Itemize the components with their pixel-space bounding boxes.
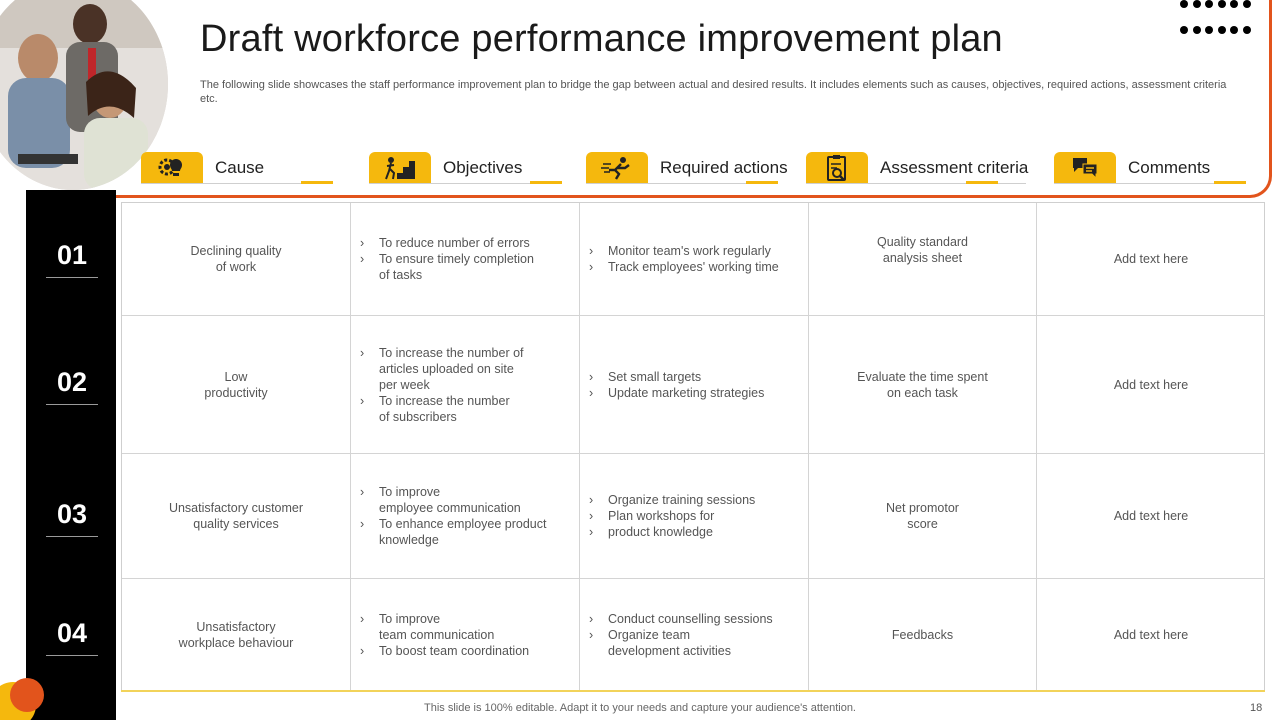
page-number: 18: [1250, 702, 1263, 714]
running-person-icon: [586, 152, 648, 184]
list-item: To improve team communication: [360, 611, 529, 643]
list-item: Organize team development activities: [589, 627, 773, 659]
row-number-02: 02: [46, 367, 98, 405]
slide-footer: This slide is 100% editable. Adapt it to…: [424, 702, 856, 714]
table-cell-assessment: Net promotor score: [809, 454, 1037, 579]
table-cell-assessment: Evaluate the time spent on each task: [809, 316, 1037, 454]
row-number-band: [26, 190, 116, 720]
list-item: To reduce number of errors: [360, 235, 534, 251]
table-cell-objectives: To increase the number of articles uploa…: [351, 316, 580, 454]
table-cell-actions: Organize training sessions Plan workshop…: [580, 454, 809, 579]
goal-steps-icon: [369, 152, 431, 184]
team-photo-illustration: [0, 0, 168, 190]
column-label-assessment-criteria: Assessment criteria: [880, 158, 1029, 177]
table-cell-actions: Conduct counselling sessions Organize te…: [580, 579, 809, 691]
clipboard-search-icon: [806, 152, 868, 184]
row-number-01: 01: [46, 240, 98, 278]
list-item: Plan workshops for: [589, 508, 755, 524]
table-cell-comments: Add text here: [1037, 316, 1265, 454]
table-cell-cause: Declining quality of work: [122, 203, 351, 316]
list-item: product knowledge: [589, 524, 755, 540]
list-item: Monitor team's work regularly: [589, 243, 779, 259]
orange-frame: [100, 0, 1272, 198]
column-label-cause: Cause: [215, 158, 265, 177]
column-label-required-actions: Required actions: [660, 158, 788, 177]
table-cell-assessment: Quality standard analysis sheet: [809, 203, 1037, 316]
list-item: Organize training sessions: [589, 492, 755, 508]
table-cell-cause: Unsatisfactory workplace behaviour: [122, 579, 351, 691]
table-bottom-accent: [121, 690, 1265, 692]
table-cell-cause: Low productivity: [122, 316, 351, 454]
list-item: To increase the number of subscribers: [360, 393, 524, 425]
list-item: Set small targets: [589, 369, 764, 385]
table-cell-comments: Add text here: [1037, 203, 1265, 316]
row-number-04: 04: [46, 618, 98, 656]
table-cell-assessment: Feedbacks: [809, 579, 1037, 691]
table-cell-comments: Add text here: [1037, 454, 1265, 579]
table-cell-actions: Set small targets Update marketing strat…: [580, 316, 809, 454]
plan-table: Declining quality of work To reduce numb…: [121, 202, 1265, 691]
table-cell-objectives: To improve employee communication To enh…: [351, 454, 580, 579]
table-cell-objectives: To reduce number of errors To ensure tim…: [351, 203, 580, 316]
chat-bubbles-icon: [1054, 152, 1116, 184]
list-item: To ensure timely completion of tasks: [360, 251, 534, 283]
row-number-03: 03: [46, 499, 98, 537]
dot-grid-decoration: [1180, 0, 1260, 42]
list-item: To enhance employee product knowledge: [360, 516, 546, 548]
slide-title: Draft workforce performance improvement …: [200, 18, 1003, 60]
table-cell-actions: Monitor team's work regularly Track empl…: [580, 203, 809, 316]
table-cell-objectives: To improve team communication To boost t…: [351, 579, 580, 691]
list-item: Update marketing strategies: [589, 385, 764, 401]
table-cell-comments: Add text here: [1113, 628, 1189, 642]
list-item: Track employees' working time: [589, 259, 779, 275]
gear-bulb-icon: [141, 152, 203, 184]
list-item: Conduct counselling sessions: [589, 611, 773, 627]
list-item: To improve employee communication: [360, 484, 546, 516]
list-item: To boost team coordination: [360, 643, 529, 659]
column-label-objectives: Objectives: [443, 158, 523, 177]
list-item: To increase the number of articles uploa…: [360, 345, 524, 393]
corner-blob-orange: [10, 678, 44, 712]
column-label-comments: Comments: [1128, 158, 1211, 177]
slide-subtitle: The following slide showcases the staff …: [200, 79, 1227, 105]
team-photo: [0, 0, 168, 190]
table-cell-cause: Unsatisfactory customer quality services: [122, 454, 351, 579]
